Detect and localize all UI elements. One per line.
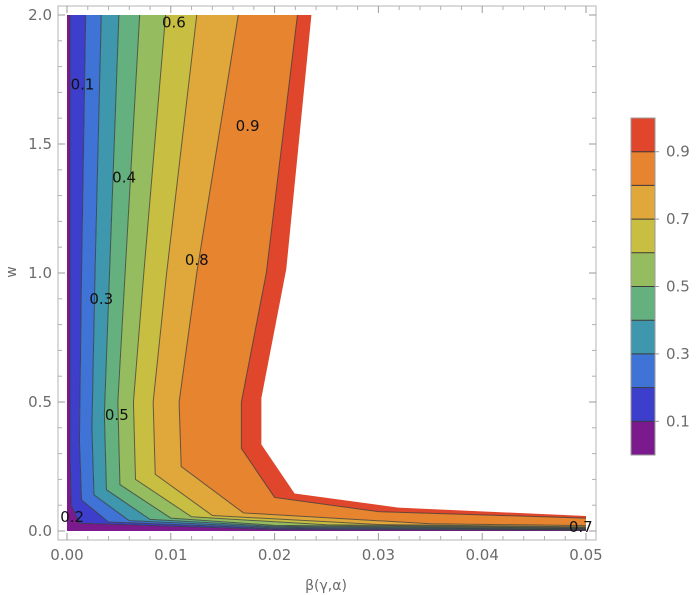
- contour-line: [78, 15, 586, 531]
- legend-tick-label: 0.7: [666, 210, 690, 228]
- x-tick-label: 0.00: [50, 546, 83, 564]
- y-axis: 0.0 0.5 1.0 1.5 2.0: [28, 6, 596, 540]
- contour-line: [178, 15, 586, 527]
- x-tick-label: 0.02: [258, 546, 291, 564]
- legend-tick-label: 0.3: [666, 345, 690, 363]
- x-axis-title: β(γ,α): [305, 578, 347, 594]
- legend-swatch: [631, 421, 655, 456]
- y-axis-title: w: [4, 266, 20, 277]
- legend-tick-label: 0.1: [666, 412, 690, 430]
- contour-value-label: 0.7: [569, 518, 593, 536]
- contour-value-label: 0.1: [71, 76, 95, 94]
- contour-value-label: 0.9: [236, 117, 260, 135]
- color-legend: 0.9 0.7 0.5 0.3 0.1: [630, 117, 690, 456]
- legend-tick-label: 0.5: [666, 278, 690, 296]
- contour-band: [241, 15, 586, 519]
- contour-band: [153, 15, 586, 527]
- y-tick-label: 2.0: [28, 6, 52, 24]
- legend-swatch: [631, 353, 655, 389]
- legend-swatch: [631, 252, 655, 287]
- x-tick-label: 0.01: [154, 546, 187, 564]
- legend-swatch: [631, 118, 655, 153]
- y-tick-label: 1.0: [28, 264, 52, 282]
- contour-line: [117, 15, 586, 529]
- contour-band: [179, 15, 586, 526]
- contour-line: [69, 15, 586, 531]
- contour-bands: [67, 15, 586, 531]
- contour-line: [152, 15, 586, 528]
- legend-swatch: [631, 387, 655, 422]
- contour-value-label: 0.3: [89, 290, 113, 308]
- x-tick-label: 0.03: [362, 546, 395, 564]
- contour-line: [132, 15, 586, 529]
- legend-swatch: [631, 286, 655, 321]
- contour-value-label: 0.2: [60, 508, 84, 526]
- contour-band: [133, 15, 586, 528]
- contour-value-label: 0.6: [162, 14, 186, 32]
- legend-swatch: [631, 151, 655, 186]
- x-tick-label: 0.04: [465, 546, 498, 564]
- contour-line: [91, 15, 586, 530]
- legend-swatch: [631, 219, 655, 254]
- legend-swatch: [631, 320, 655, 355]
- contour-line: [103, 15, 586, 530]
- x-tick-label: 0.05: [569, 546, 602, 564]
- contour-value-label: 0.4: [112, 169, 136, 187]
- y-tick-label: 0.0: [28, 522, 52, 540]
- contour-lines: [69, 15, 586, 531]
- legend-swatch: [631, 185, 655, 220]
- contour-value-label: 0.8: [185, 251, 209, 269]
- contour-line: [240, 15, 586, 519]
- x-axis: 0.00 0.01 0.02 0.03 0.04 0.05: [50, 6, 603, 564]
- y-tick-label: 0.5: [28, 393, 52, 411]
- legend-tick-label: 0.9: [666, 143, 690, 161]
- contour-value-label: 0.5: [105, 406, 129, 424]
- y-tick-label: 1.5: [28, 135, 52, 153]
- contour-labels: 0.1 0.2 0.3 0.4 0.5 0.6 0.7 0.8 0.9: [60, 14, 592, 536]
